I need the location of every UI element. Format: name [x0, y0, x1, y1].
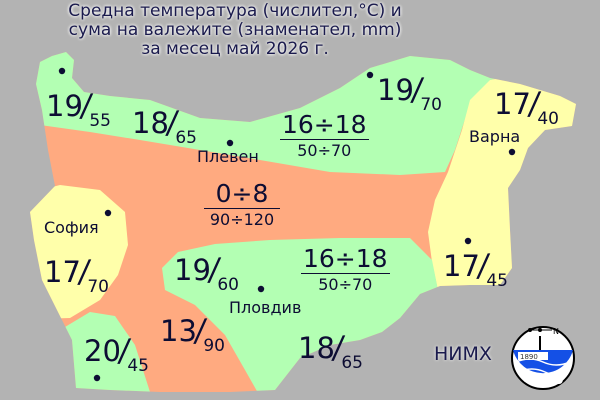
title-line-3: за месец май 2026 г.: [141, 39, 329, 59]
station-value: 17/40: [494, 86, 559, 129]
station-value: 17/45: [443, 248, 508, 291]
pleven-dot: [226, 139, 234, 147]
range-value: 16÷18 50÷70: [301, 244, 390, 294]
station-value: 18/65: [132, 105, 197, 148]
station-dot: [93, 374, 101, 382]
city-label-plovdiv: Пловдив: [229, 298, 302, 317]
station-value: 19/60: [174, 252, 239, 295]
range-value: 0÷8 90÷120: [204, 180, 280, 231]
station-value: 19/70: [377, 72, 442, 115]
station-dot: [58, 67, 66, 75]
station-value: 18/65: [298, 330, 363, 373]
nimh-logo: 1890 N: [511, 326, 575, 390]
logo-year: 1890: [520, 353, 538, 361]
title-line-2: сума на валежите (знаменател, mm): [68, 20, 402, 40]
station-dot: [366, 71, 374, 79]
station-value: 20/45: [84, 333, 149, 376]
station-value: 13/90: [160, 313, 225, 356]
city-label-varna: Варна: [469, 127, 521, 146]
map-title: Средна температура (числител,°C) и сума …: [0, 2, 470, 59]
region-green-southwest: [60, 312, 150, 392]
sofia-dot: [104, 209, 112, 217]
title-line-1: Средна температура (числител,°C) и: [68, 1, 402, 21]
logo-compass-n: N: [553, 327, 559, 336]
station-value: 17/70: [44, 254, 109, 297]
region-green-south: [162, 238, 440, 392]
station-dot: [464, 237, 472, 245]
city-label-pleven: Плевен: [197, 147, 259, 166]
station-value: 19/55: [46, 88, 111, 131]
city-label-sofia: София: [44, 218, 99, 237]
varna-dot: [508, 148, 516, 156]
plovdiv-dot: [257, 285, 265, 293]
range-value: 16÷18 50÷70: [280, 110, 369, 160]
nimh-logo-text: НИМХ: [434, 343, 492, 365]
